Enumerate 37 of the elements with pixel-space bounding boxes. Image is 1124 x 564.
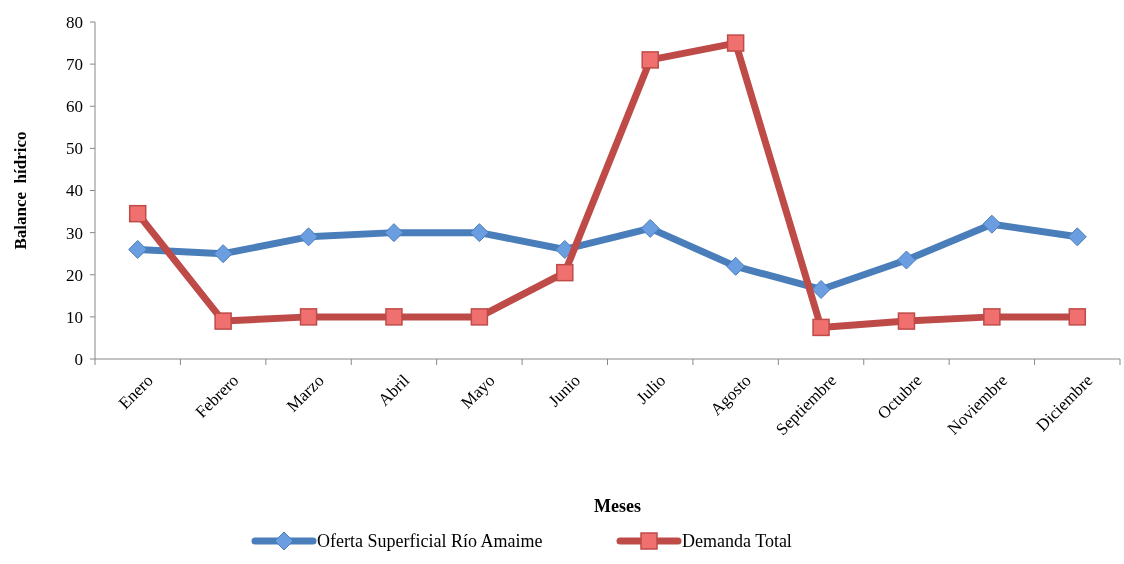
y-tick-label: 0 bbox=[74, 349, 83, 369]
point bbox=[128, 239, 148, 259]
point bbox=[641, 51, 659, 69]
point bbox=[640, 218, 660, 238]
point bbox=[469, 223, 489, 243]
point bbox=[726, 256, 746, 276]
point bbox=[470, 308, 489, 326]
legend-label: Demanda Total bbox=[682, 531, 792, 552]
point bbox=[811, 279, 831, 299]
legend-label: Oferta Superficial Río Amaime bbox=[317, 531, 543, 552]
y-axis-title: Balance hídrico bbox=[11, 131, 30, 250]
x-axis-title: Meses bbox=[594, 496, 641, 516]
point bbox=[1068, 308, 1087, 326]
point bbox=[983, 308, 1001, 326]
point bbox=[812, 318, 830, 337]
point bbox=[214, 312, 232, 330]
point bbox=[1067, 227, 1087, 247]
y-tick-label: 30 bbox=[66, 223, 83, 243]
y-tick-label: 70 bbox=[66, 55, 83, 75]
point bbox=[213, 244, 233, 264]
y-tick-label: 40 bbox=[66, 181, 83, 201]
y-tick-label: 60 bbox=[66, 97, 83, 117]
point bbox=[299, 227, 319, 247]
point bbox=[897, 312, 916, 330]
point bbox=[556, 263, 574, 282]
y-tick-label: 50 bbox=[66, 139, 83, 159]
point bbox=[128, 204, 147, 223]
y-tick-label: 80 bbox=[66, 12, 83, 32]
y-tick-label: 10 bbox=[66, 307, 83, 327]
x-tick-label: Julio bbox=[632, 370, 670, 408]
point bbox=[384, 223, 404, 243]
point bbox=[982, 214, 1002, 234]
y-tick-label: 20 bbox=[66, 265, 83, 285]
point bbox=[896, 250, 916, 270]
point bbox=[299, 308, 318, 326]
point bbox=[385, 308, 403, 326]
point bbox=[726, 34, 745, 52]
